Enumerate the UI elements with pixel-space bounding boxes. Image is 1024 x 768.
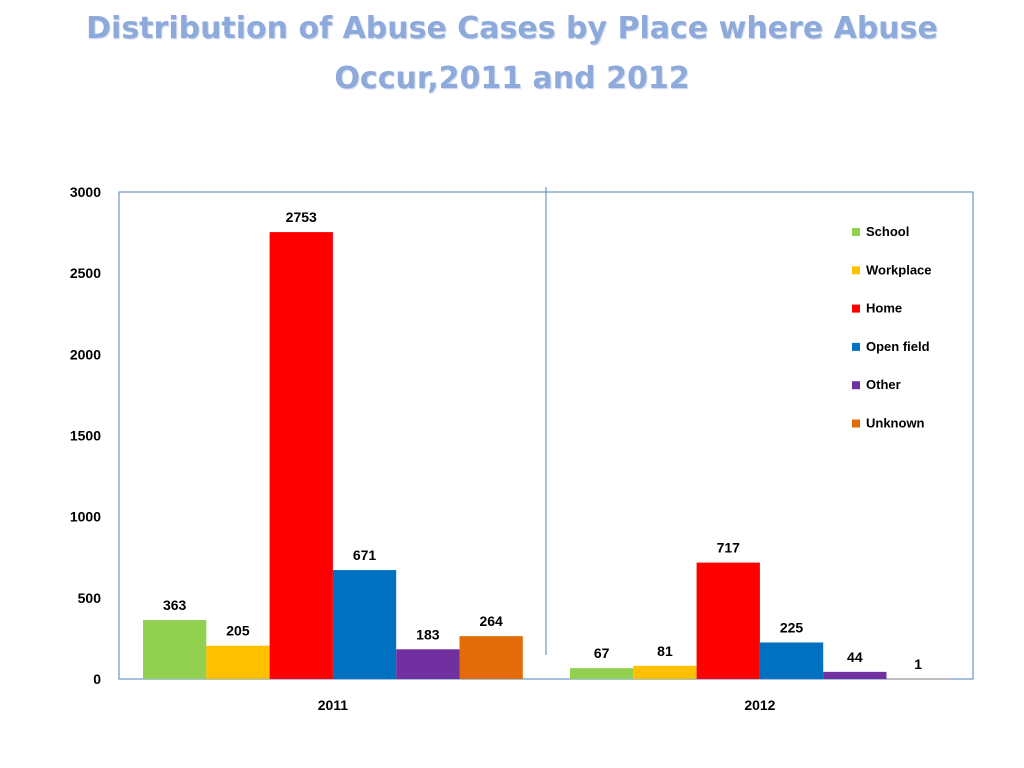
data-label-school-2011: 363 [163,597,187,613]
bar-school-2012 [570,668,634,679]
data-label-home-2011: 2753 [286,209,317,225]
legend-label: Open field [866,339,930,354]
bar-workplace-2011 [206,645,270,679]
legend-label: Workplace [866,262,932,277]
y-tick-label: 2500 [70,265,101,281]
legend-swatch [852,304,860,313]
data-label-unknown-2012: 1 [914,656,922,672]
y-tick-label: 3000 [70,184,101,200]
y-axis-ticks: 0 500 1000 1500 2000 2500 3000 [70,184,101,687]
bar-workplace-2012 [633,665,697,679]
y-tick-label: 2000 [70,346,101,362]
legend-label: School [866,224,909,239]
data-labels: 363 205 2753 671 183 264 67 81 717 225 44 1 [163,209,922,672]
chart-title-line1: Distribution of Abuse Cases by Place whe… [86,11,938,46]
legend-swatch [852,266,860,275]
bars [143,232,950,680]
x-tick-label: 2011 [318,697,349,713]
data-label-other-2012: 44 [847,649,863,665]
y-tick-label: 1000 [70,509,101,525]
x-tick-label: 2012 [744,697,775,713]
data-label-school-2012: 67 [594,645,610,661]
legend-swatch [852,228,860,236]
bar-school-2011 [143,620,207,679]
bar-open-field-2011 [332,570,397,679]
data-label-workplace-2012: 81 [657,643,673,659]
data-label-open-field-2011: 671 [353,547,377,563]
x-axis-ticks: 2011 2012 [318,697,776,713]
y-tick-label: 1500 [70,428,101,444]
data-label-workplace-2011: 205 [226,623,250,639]
bar-other-2011 [396,649,460,679]
legend-label: Unknown [866,416,925,431]
legend-label: Home [866,301,902,316]
y-tick-label: 500 [78,590,102,606]
data-label-unknown-2011: 264 [479,613,503,629]
chart-title-line2: Occur,2011 and 2012 [334,61,690,96]
data-label-home-2012: 717 [717,540,741,556]
legend-label: Other [866,377,901,392]
legend-swatch [852,419,860,428]
bar-home-2011 [269,232,333,680]
bar-other-2012 [823,671,887,679]
data-label-open-field-2012: 225 [780,619,804,635]
chart-title: Distribution of Abuse Cases by Place whe… [0,4,1024,104]
legend: School Workplace Home Open field Other Unknow… [852,224,932,431]
legend-swatch [852,381,860,390]
bar-open-field-2012 [759,642,824,679]
data-label-other-2011: 183 [416,626,440,642]
bar-home-2012 [696,562,760,679]
legend-swatch [852,342,860,351]
bar-unknown-2011 [459,636,523,679]
y-tick-label: 0 [93,671,101,687]
